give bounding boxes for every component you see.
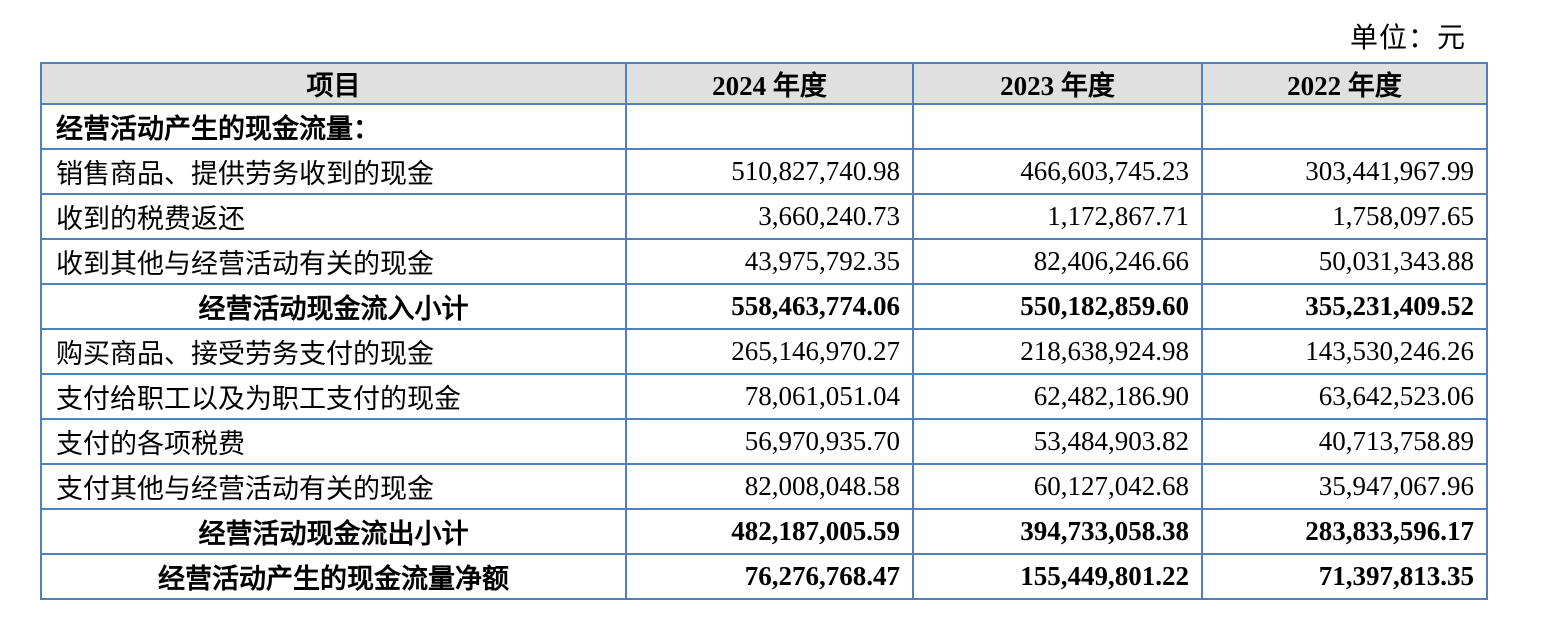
value-cell: 53,484,903.82 (912, 418, 1203, 465)
column-header-item: 项目 (40, 62, 627, 105)
table-row: 经营活动现金流出小计 482,187,005.59 394,733,058.38 28… (40, 508, 1488, 555)
value-cell (625, 103, 914, 150)
value-cell: 1,758,097.65 (1201, 193, 1488, 240)
table-row: 销售商品、提供劳务收到的现金 510,827,740.98 466,603,745.… (40, 148, 1488, 195)
value-cell: 78,061,051.04 (625, 373, 914, 420)
item-label-cell: 经营活动现金流入小计 (40, 283, 627, 330)
value-cell (912, 103, 1203, 150)
value-cell: 63,642,523.06 (1201, 373, 1488, 420)
value-cell: 394,733,058.38 (912, 508, 1203, 555)
value-cell: 50,031,343.88 (1201, 238, 1488, 285)
item-label-cell: 经营活动产生的现金流量： (40, 103, 627, 150)
table-row: 经营活动产生的现金流量： (40, 103, 1488, 150)
column-header-2024: 2024 年度 (625, 62, 914, 105)
table-body: 经营活动产生的现金流量： 销售商品、提供劳务收到的现金 510,827,740.98… (40, 103, 1488, 600)
value-cell: 355,231,409.52 (1201, 283, 1488, 330)
item-label-cell: 收到其他与经营活动有关的现金 (40, 238, 627, 285)
item-label-cell: 销售商品、提供劳务收到的现金 (40, 148, 627, 195)
item-label-cell: 支付给职工以及为职工支付的现金 (40, 373, 627, 420)
value-cell: 71,397,813.35 (1201, 553, 1488, 600)
value-cell: 155,449,801.22 (912, 553, 1203, 600)
value-cell: 1,172,867.71 (912, 193, 1203, 240)
value-cell: 76,276,768.47 (625, 553, 914, 600)
item-label-cell: 收到的税费返还 (40, 193, 627, 240)
value-cell: 43,975,792.35 (625, 238, 914, 285)
item-label-cell: 支付其他与经营活动有关的现金 (40, 463, 627, 510)
value-cell: 466,603,745.23 (912, 148, 1203, 195)
table-row: 收到的税费返还 3,660,240.73 1,172,867.71 1,758,097… (40, 193, 1488, 240)
unit-label: 单位：元 (1349, 23, 1466, 54)
cash-flow-table: 项目 2024 年度 2023 年度 2022 年度 经营活动产生的现金流量：销… (40, 62, 1488, 600)
value-cell: 558,463,774.06 (625, 283, 914, 330)
item-label-cell: 支付的各项税费 (40, 418, 627, 465)
item-label-cell: 经营活动产生的现金流量净额 (40, 553, 627, 600)
value-cell: 482,187,005.59 (625, 508, 914, 555)
value-cell (1201, 103, 1488, 150)
column-header-2023: 2023 年度 (912, 62, 1203, 105)
table-row: 购买商品、接受劳务支付的现金 265,146,970.27 218,638,924.… (40, 328, 1488, 375)
table-row: 收到其他与经营活动有关的现金 43,975,792.35 82,406,246.66… (40, 238, 1488, 285)
value-cell: 218,638,924.98 (912, 328, 1203, 375)
value-cell: 143,530,246.26 (1201, 328, 1488, 375)
item-label-cell: 经营活动现金流出小计 (40, 508, 627, 555)
value-cell: 82,406,246.66 (912, 238, 1203, 285)
value-cell: 510,827,740.98 (625, 148, 914, 195)
value-cell: 82,008,048.58 (625, 463, 914, 510)
table-row: 支付的各项税费 56,970,935.70 53,484,903.82 40,713,… (40, 418, 1488, 465)
table-row: 经营活动产生的现金流量净额 76,276,768.47 155,449,801.22… (40, 553, 1488, 600)
value-cell: 3,660,240.73 (625, 193, 914, 240)
table-row: 支付给职工以及为职工支付的现金 78,061,051.04 62,482,186.9… (40, 373, 1488, 420)
value-cell: 265,146,970.27 (625, 328, 914, 375)
value-cell: 56,970,935.70 (625, 418, 914, 465)
value-cell: 303,441,967.99 (1201, 148, 1488, 195)
value-cell: 40,713,758.89 (1201, 418, 1488, 465)
table-row: 支付其他与经营活动有关的现金 82,008,048.58 60,127,042.68… (40, 463, 1488, 510)
value-cell: 60,127,042.68 (912, 463, 1203, 510)
value-cell: 62,482,186.90 (912, 373, 1203, 420)
table-row: 经营活动现金流入小计 558,463,774.06 550,182,859.60 35… (40, 283, 1488, 330)
value-cell: 35,947,067.96 (1201, 463, 1488, 510)
value-cell: 283,833,596.17 (1201, 508, 1488, 555)
column-header-2022: 2022 年度 (1201, 62, 1488, 105)
value-cell: 550,182,859.60 (912, 283, 1203, 330)
table-header-row: 项目 2024 年度 2023 年度 2022 年度 (40, 62, 1488, 105)
item-label-cell: 购买商品、接受劳务支付的现金 (40, 328, 627, 375)
